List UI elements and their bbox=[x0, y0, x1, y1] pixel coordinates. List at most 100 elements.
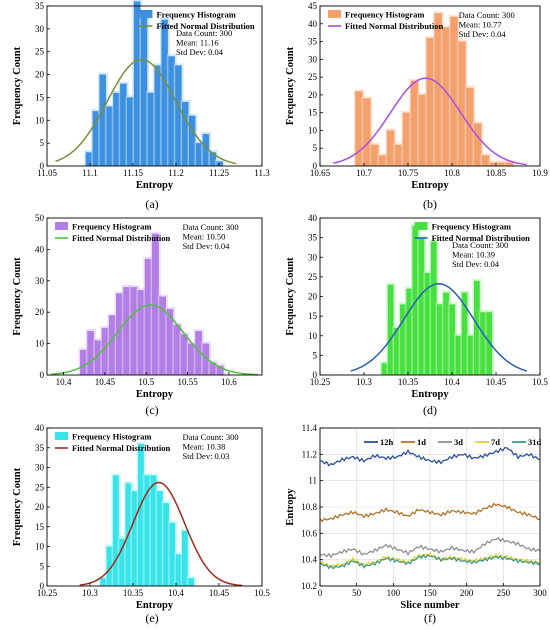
histogram-bar bbox=[140, 15, 148, 167]
y-axis-label: Frequency Count bbox=[285, 46, 296, 125]
y-axis-label: Frequency Count bbox=[12, 467, 23, 546]
histogram-bar bbox=[87, 331, 95, 375]
y-tick-label: 11 bbox=[308, 476, 317, 486]
histogram-bar bbox=[355, 91, 363, 166]
histogram-bar bbox=[131, 491, 138, 586]
histogram-bar bbox=[202, 134, 210, 166]
histogram-bar bbox=[119, 538, 126, 586]
x-tick-label: 10.75 bbox=[398, 168, 419, 178]
histogram-bar bbox=[175, 65, 182, 166]
fitted-normal-curve bbox=[51, 304, 258, 376]
x-tick-label: 11.1 bbox=[82, 168, 97, 178]
histogram-bar bbox=[173, 324, 181, 375]
y-tick-label: 10 bbox=[35, 542, 45, 552]
histogram-bar bbox=[126, 97, 134, 166]
series-line-31d bbox=[319, 553, 541, 570]
histogram-bar bbox=[187, 343, 195, 375]
histogram-bar bbox=[161, 19, 168, 167]
y-tick-label: 30 bbox=[308, 252, 318, 262]
histogram-bar bbox=[418, 94, 427, 166]
x-tick-label: 11.15 bbox=[123, 168, 143, 178]
histogram-bar bbox=[418, 237, 425, 375]
series-line-12h bbox=[319, 446, 541, 467]
y-tick-label: 0 bbox=[313, 370, 318, 380]
x-tick-label: 10.25 bbox=[37, 588, 58, 598]
x-tick-label: 200 bbox=[460, 588, 474, 598]
histogram-bar bbox=[424, 272, 431, 375]
legend-label-histogram: Frequency Histogram bbox=[156, 10, 235, 20]
histogram-bar bbox=[100, 578, 107, 586]
y-tick-label: 30 bbox=[35, 463, 45, 473]
y-tick-label: 10 bbox=[308, 125, 318, 135]
histogram-bar bbox=[400, 304, 406, 375]
y-tick-label: 25 bbox=[35, 47, 45, 57]
y-tick-label: 45 bbox=[308, 1, 318, 11]
histogram-bar bbox=[458, 41, 466, 166]
histogram-bar bbox=[85, 152, 93, 166]
subfigure-label: (f) bbox=[424, 611, 436, 625]
x-tick-label: 10.4 bbox=[168, 588, 184, 598]
y-tick-label: 5 bbox=[313, 143, 318, 153]
y-tick-label: 5 bbox=[40, 138, 45, 148]
histogram-bar bbox=[449, 304, 456, 375]
y-tick-label: 30 bbox=[308, 54, 318, 64]
y-tick-label: 15 bbox=[35, 522, 45, 532]
histogram-bar bbox=[430, 241, 437, 375]
histogram-bar bbox=[442, 27, 450, 167]
y-tick-label: 20 bbox=[35, 307, 45, 317]
histogram-bar bbox=[195, 143, 203, 166]
axes-frame bbox=[46, 217, 263, 376]
histogram-bar bbox=[209, 152, 217, 166]
legend-label-7d: 7d bbox=[491, 437, 500, 447]
histogram-bar bbox=[371, 144, 379, 166]
x-axis-label: Entropy bbox=[136, 180, 174, 191]
y-tick-label: 10.6 bbox=[301, 528, 317, 538]
histogram-bar bbox=[112, 475, 119, 586]
x-tick-label: 10.9 bbox=[532, 168, 548, 178]
histogram-bar bbox=[182, 102, 189, 166]
histogram-bar bbox=[150, 475, 157, 586]
y-tick-label: 25 bbox=[35, 482, 45, 492]
y-tick-label: 40 bbox=[308, 19, 318, 29]
histogram-bar bbox=[195, 331, 202, 375]
y-tick-label: 11.2 bbox=[302, 449, 317, 459]
stat-line: Data Count: 300 bbox=[182, 222, 238, 232]
axes-frame bbox=[319, 5, 541, 167]
stat-line: Std Dev: 0.03 bbox=[182, 451, 229, 461]
stat-line: Std Dev: 0.04 bbox=[182, 241, 230, 251]
x-axis-label: Entropy bbox=[136, 389, 174, 400]
histogram-bar bbox=[426, 38, 434, 166]
histogram-bar bbox=[130, 287, 138, 375]
histogram-bar bbox=[489, 162, 498, 166]
y-axis-label: Frequency Count bbox=[285, 257, 296, 336]
histogram-bar bbox=[159, 296, 167, 375]
series-line-1d bbox=[319, 502, 541, 523]
x-tick-label: 10.5 bbox=[254, 588, 270, 598]
histogram-bar bbox=[144, 258, 152, 375]
histogram-bar bbox=[94, 340, 102, 375]
y-tick-label: 30 bbox=[35, 24, 45, 34]
histogram-bar bbox=[180, 334, 188, 375]
y-tick-label: 10 bbox=[308, 331, 318, 341]
x-axis-label: Entropy bbox=[411, 389, 449, 400]
legend-label-31d: 31d bbox=[528, 437, 542, 447]
histogram-bar bbox=[467, 335, 474, 375]
y-tick-label: 15 bbox=[35, 92, 45, 102]
y-tick-label: 40 bbox=[35, 423, 45, 433]
stat-line: Mean: 10.50 bbox=[182, 232, 225, 242]
stat-line: Mean: 10.77 bbox=[459, 20, 502, 30]
y-tick-label: 35 bbox=[308, 37, 318, 47]
x-tick-label: 10.45 bbox=[95, 377, 116, 387]
legend-label-histogram: Frequency Histogram bbox=[345, 10, 424, 20]
x-tick-label: 300 bbox=[533, 588, 547, 598]
histogram-bar bbox=[106, 546, 113, 586]
stat-line: Data Count: 300 bbox=[459, 10, 515, 20]
histogram-bar bbox=[202, 343, 210, 375]
histogram-bar bbox=[144, 475, 151, 586]
x-tick-label: 10.6 bbox=[221, 377, 237, 387]
histogram-bar bbox=[406, 288, 412, 375]
histogram-bar bbox=[113, 92, 120, 166]
